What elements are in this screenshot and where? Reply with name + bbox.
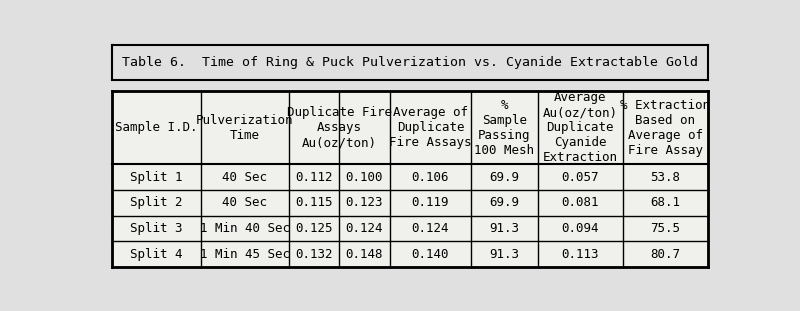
Text: 80.7: 80.7: [650, 248, 680, 261]
Text: 0.123: 0.123: [346, 196, 383, 209]
Text: 0.112: 0.112: [295, 171, 333, 183]
Text: Pulverization
Time: Pulverization Time: [196, 114, 294, 142]
Text: Split 3: Split 3: [130, 222, 182, 235]
Text: 0.125: 0.125: [295, 222, 333, 235]
Text: 53.8: 53.8: [650, 171, 680, 183]
Text: Split 2: Split 2: [130, 196, 182, 209]
Text: 0.124: 0.124: [412, 222, 450, 235]
Text: 0.119: 0.119: [412, 196, 450, 209]
Text: 0.140: 0.140: [412, 248, 450, 261]
Text: Sample I.D.: Sample I.D.: [115, 121, 198, 134]
Text: 0.148: 0.148: [346, 248, 383, 261]
Text: Split 1: Split 1: [130, 171, 182, 183]
Text: 1 Min 40 Sec: 1 Min 40 Sec: [200, 222, 290, 235]
Text: Table 6.  Time of Ring & Puck Pulverization vs. Cyanide Extractable Gold: Table 6. Time of Ring & Puck Pulverizati…: [122, 56, 698, 69]
Text: 0.100: 0.100: [346, 171, 383, 183]
Text: %
Sample
Passing
100 Mesh: % Sample Passing 100 Mesh: [474, 99, 534, 157]
Text: Average of
Duplicate
Fire Assays: Average of Duplicate Fire Assays: [390, 106, 472, 149]
Bar: [112, 91, 707, 267]
Text: Average
Au(oz/ton)
Duplicate
Cyanide
Extraction: Average Au(oz/ton) Duplicate Cyanide Ext…: [542, 91, 618, 164]
Text: 69.9: 69.9: [490, 196, 519, 209]
Text: Split 4: Split 4: [130, 248, 182, 261]
Text: 0.124: 0.124: [346, 222, 383, 235]
Text: 1 Min 45 Sec: 1 Min 45 Sec: [200, 248, 290, 261]
Text: 75.5: 75.5: [650, 222, 680, 235]
Text: % Extraction
Based on
Average of
Fire Assay: % Extraction Based on Average of Fire As…: [620, 99, 710, 157]
Text: 69.9: 69.9: [490, 171, 519, 183]
Text: 0.094: 0.094: [562, 222, 599, 235]
Text: Duplicate Fire
Assays
Au(oz/ton): Duplicate Fire Assays Au(oz/ton): [286, 106, 392, 149]
Text: 68.1: 68.1: [650, 196, 680, 209]
Text: 40 Sec: 40 Sec: [222, 171, 267, 183]
Text: 0.057: 0.057: [562, 171, 599, 183]
Text: 40 Sec: 40 Sec: [222, 196, 267, 209]
Text: 91.3: 91.3: [490, 248, 519, 261]
Text: 0.081: 0.081: [562, 196, 599, 209]
Text: 0.132: 0.132: [295, 248, 333, 261]
Text: 0.115: 0.115: [295, 196, 333, 209]
Text: 91.3: 91.3: [490, 222, 519, 235]
Text: 0.113: 0.113: [562, 248, 599, 261]
Text: 0.106: 0.106: [412, 171, 450, 183]
